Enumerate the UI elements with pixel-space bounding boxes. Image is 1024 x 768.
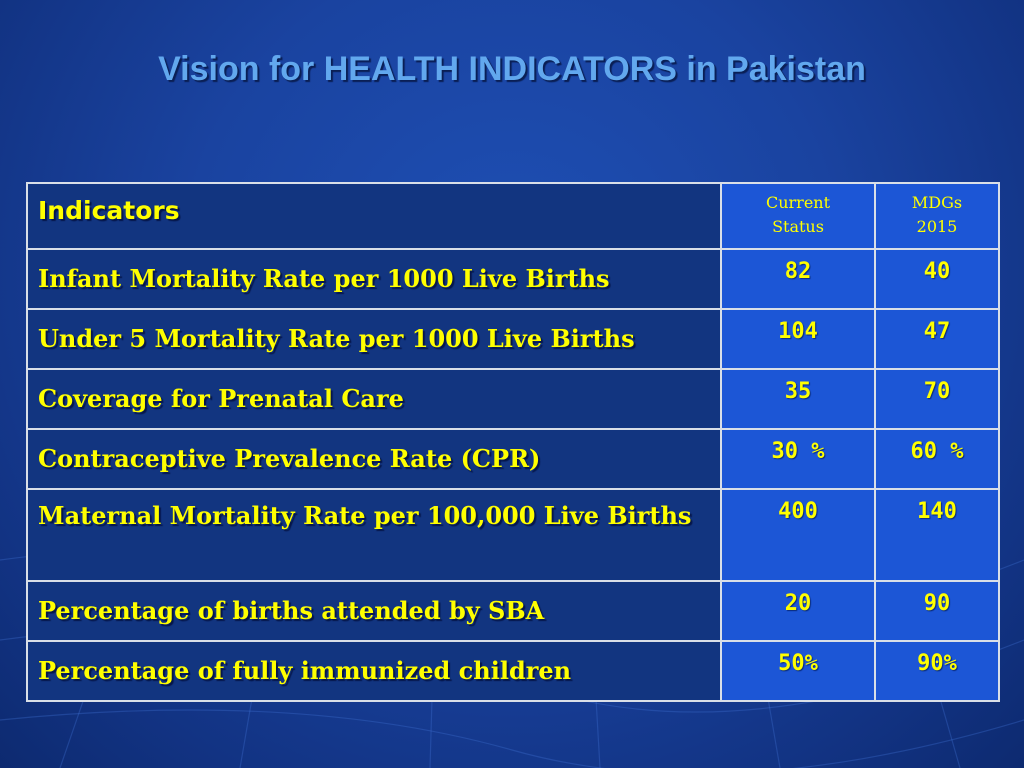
indicator-cell: Under 5 Mortality Rate per 1000 Live Bir… [26, 308, 722, 370]
header-current-line2: Status [772, 217, 824, 236]
mdgs-cell: 40 [874, 248, 1000, 310]
slide-title: Vision for HEALTH INDICATORS in Pakistan [158, 50, 866, 88]
indicator-cell: Infant Mortality Rate per 1000 Live Birt… [26, 248, 722, 310]
mdgs-cell: 70 [874, 368, 1000, 430]
mdgs-cell: 90% [874, 640, 1000, 702]
current-status-cell: 82 [720, 248, 876, 310]
mdgs-cell: 60 % [874, 428, 1000, 490]
table-row: Infant Mortality Rate per 1000 Live Birt… [26, 248, 1000, 310]
indicator-cell: Coverage for Prenatal Care [26, 368, 722, 430]
header-current-line1: Current [765, 193, 831, 212]
header-indicators: Indicators [26, 182, 722, 250]
current-status-cell: 30 % [720, 428, 876, 490]
current-status-cell: 50% [720, 640, 876, 702]
current-status-cell: 20 [720, 580, 876, 642]
indicator-cell: Percentage of fully immunized children [26, 640, 722, 702]
table-row: Coverage for Prenatal Care 35 70 [26, 368, 1000, 430]
mdgs-cell: 90 [874, 580, 1000, 642]
current-status-cell: 35 [720, 368, 876, 430]
indicator-cell: Maternal Mortality Rate per 100,000 Live… [26, 488, 722, 582]
indicator-cell: Percentage of births attended by SBA [26, 580, 722, 642]
table-row: Contraceptive Prevalence Rate (CPR) 30 %… [26, 428, 1000, 490]
health-indicators-table: Indicators Current Status MDGs 2015 Infa… [26, 182, 1000, 702]
current-status-cell: 400 [720, 488, 876, 582]
table-row: Percentage of fully immunized children 5… [26, 640, 1000, 702]
header-mdgs-2015: MDGs 2015 [874, 182, 1000, 250]
table-row: Percentage of births attended by SBA 20 … [26, 580, 1000, 642]
header-mdgs-line2: 2015 [916, 217, 958, 236]
table-header-row: Indicators Current Status MDGs 2015 [26, 182, 1000, 250]
table-row: Under 5 Mortality Rate per 1000 Live Bir… [26, 308, 1000, 370]
current-status-cell: 104 [720, 308, 876, 370]
header-current-status: Current Status [720, 182, 876, 250]
mdgs-cell: 47 [874, 308, 1000, 370]
indicator-cell: Contraceptive Prevalence Rate (CPR) [26, 428, 722, 490]
table-row: Maternal Mortality Rate per 100,000 Live… [26, 488, 1000, 582]
header-mdgs-line1: MDGs [911, 193, 963, 212]
mdgs-cell: 140 [874, 488, 1000, 582]
